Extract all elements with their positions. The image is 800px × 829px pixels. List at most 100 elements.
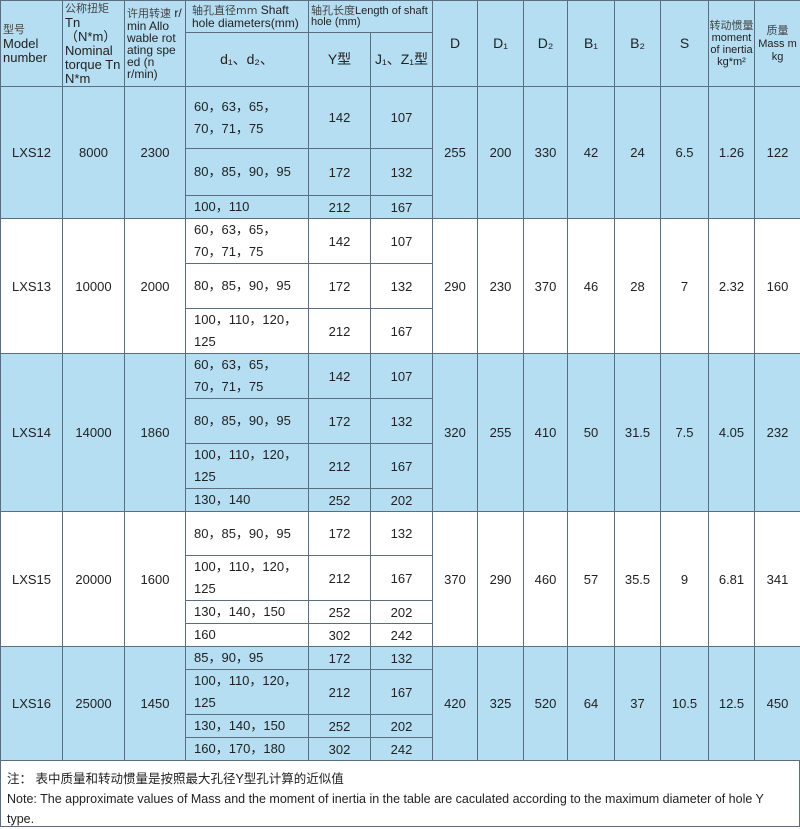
- b1-cell: 64: [568, 647, 615, 761]
- inertia-cell: 12.5: [709, 647, 755, 761]
- hole-diameters-cell: 80，85，90，95: [186, 149, 309, 196]
- speed-cell: 2300: [125, 87, 186, 219]
- y-length-cell: 172: [309, 149, 371, 196]
- jz-length-cell: 167: [371, 670, 433, 715]
- y-length-cell: 142: [309, 87, 371, 149]
- y-length-cell: 302: [309, 624, 371, 647]
- speed-cell: 1600: [125, 512, 186, 647]
- hole-diameters-cell: 60，63，65，70，71，75: [186, 354, 309, 399]
- header-shaft-length: 轴孔长度Length of shaft hole (mm): [309, 1, 433, 33]
- y-length-cell: 172: [309, 647, 371, 670]
- y-length-cell: 172: [309, 399, 371, 444]
- header-model-cn: 型号: [3, 23, 25, 36]
- d2-cell: 520: [524, 647, 568, 761]
- header-inertia-en: moment of inertia kg*m²: [710, 32, 752, 68]
- s-cell: 7.5: [661, 354, 709, 512]
- y-length-cell: 142: [309, 219, 371, 264]
- hole-diameters-cell: 100，110，120，125: [186, 309, 309, 354]
- hole-diameters-cell: 130，140，150: [186, 601, 309, 624]
- hole-diameters-cell: 60，63，65，70，71，75: [186, 87, 309, 149]
- b1-cell: 57: [568, 512, 615, 647]
- d-cell: 420: [433, 647, 478, 761]
- d-cell: 370: [433, 512, 478, 647]
- d-cell: 255: [433, 87, 478, 219]
- hole-diameters-cell: 100，110: [186, 196, 309, 219]
- y-length-cell: 212: [309, 196, 371, 219]
- y-length-cell: 212: [309, 444, 371, 489]
- inertia-cell: 6.81: [709, 512, 755, 647]
- y-length-cell: 142: [309, 354, 371, 399]
- header-S: S: [661, 1, 709, 87]
- jz-length-cell: 132: [371, 264, 433, 309]
- mass-cell: 450: [755, 647, 800, 761]
- note-en: Note: The approximate values of Mass and…: [7, 789, 793, 829]
- d2-cell: 330: [524, 87, 568, 219]
- header-D1: D₁: [478, 1, 524, 87]
- y-length-cell: 212: [309, 309, 371, 354]
- y-length-cell: 172: [309, 264, 371, 309]
- d-cell: 290: [433, 219, 478, 354]
- header-inertia-cn: 转动惯量: [710, 19, 754, 32]
- header-model-en: Model number: [3, 36, 47, 65]
- y-length-cell: 252: [309, 489, 371, 512]
- hole-diameters-cell: 160，170，180: [186, 738, 309, 761]
- header-torque-en: Tn（N*m） Nominal torque Tn N*m: [65, 15, 120, 86]
- speed-cell: 1450: [125, 647, 186, 761]
- hole-diameters-cell: 85，90，95: [186, 647, 309, 670]
- hole-diameters-cell: 80，85，90，95: [186, 264, 309, 309]
- jz-length-cell: 107: [371, 87, 433, 149]
- d1-cell: 255: [478, 354, 524, 512]
- torque-cell: 25000: [63, 647, 125, 761]
- jz-length-cell: 202: [371, 601, 433, 624]
- jz-length-cell: 167: [371, 196, 433, 219]
- jz-length-cell: 132: [371, 647, 433, 670]
- jz-length-cell: 202: [371, 489, 433, 512]
- b1-cell: 50: [568, 354, 615, 512]
- s-cell: 6.5: [661, 87, 709, 219]
- header-B2: B₂: [615, 1, 661, 87]
- inertia-cell: 1.26: [709, 87, 755, 219]
- model-cell: LXS15: [1, 512, 63, 647]
- header-D2: D₂: [524, 1, 568, 87]
- mass-cell: 341: [755, 512, 800, 647]
- jz-length-cell: 167: [371, 556, 433, 601]
- d1-cell: 290: [478, 512, 524, 647]
- hole-diameters-cell: 80，85，90，95: [186, 512, 309, 556]
- y-length-cell: 212: [309, 556, 371, 601]
- jz-length-cell: 202: [371, 715, 433, 738]
- header-mass-en: Mass m kg: [758, 38, 797, 63]
- header-B1: B₁: [568, 1, 615, 87]
- s-cell: 7: [661, 219, 709, 354]
- header-torque-cn: 公称扭矩: [65, 2, 109, 15]
- torque-cell: 8000: [63, 87, 125, 219]
- header-d1-d2: d₁、d₂、: [186, 32, 309, 86]
- y-length-cell: 172: [309, 512, 371, 556]
- mass-cell: 122: [755, 87, 800, 219]
- d1-cell: 325: [478, 647, 524, 761]
- jz-length-cell: 132: [371, 512, 433, 556]
- jz-length-cell: 242: [371, 624, 433, 647]
- speed-cell: 1860: [125, 354, 186, 512]
- hole-diameters-cell: 100，110，120，125: [186, 444, 309, 489]
- b1-cell: 46: [568, 219, 615, 354]
- hole-diameters-cell: 60，63，65，70，71，75: [186, 219, 309, 264]
- hole-diameters-cell: 130，140: [186, 489, 309, 512]
- notes: 注： 表中质量和转动惯量是按照最大孔径Y型孔计算的近似值 Note: The a…: [0, 761, 800, 827]
- b2-cell: 28: [615, 219, 661, 354]
- header-y-type: Y型: [309, 32, 371, 86]
- d1-cell: 230: [478, 219, 524, 354]
- header-D: D: [433, 1, 478, 87]
- header-speed: 许用转速 r/ min Allo wable rot ating spe ed …: [125, 1, 186, 87]
- hole-diameters-cell: 100，110，120，125: [186, 670, 309, 715]
- s-cell: 9: [661, 512, 709, 647]
- jz-length-cell: 107: [371, 354, 433, 399]
